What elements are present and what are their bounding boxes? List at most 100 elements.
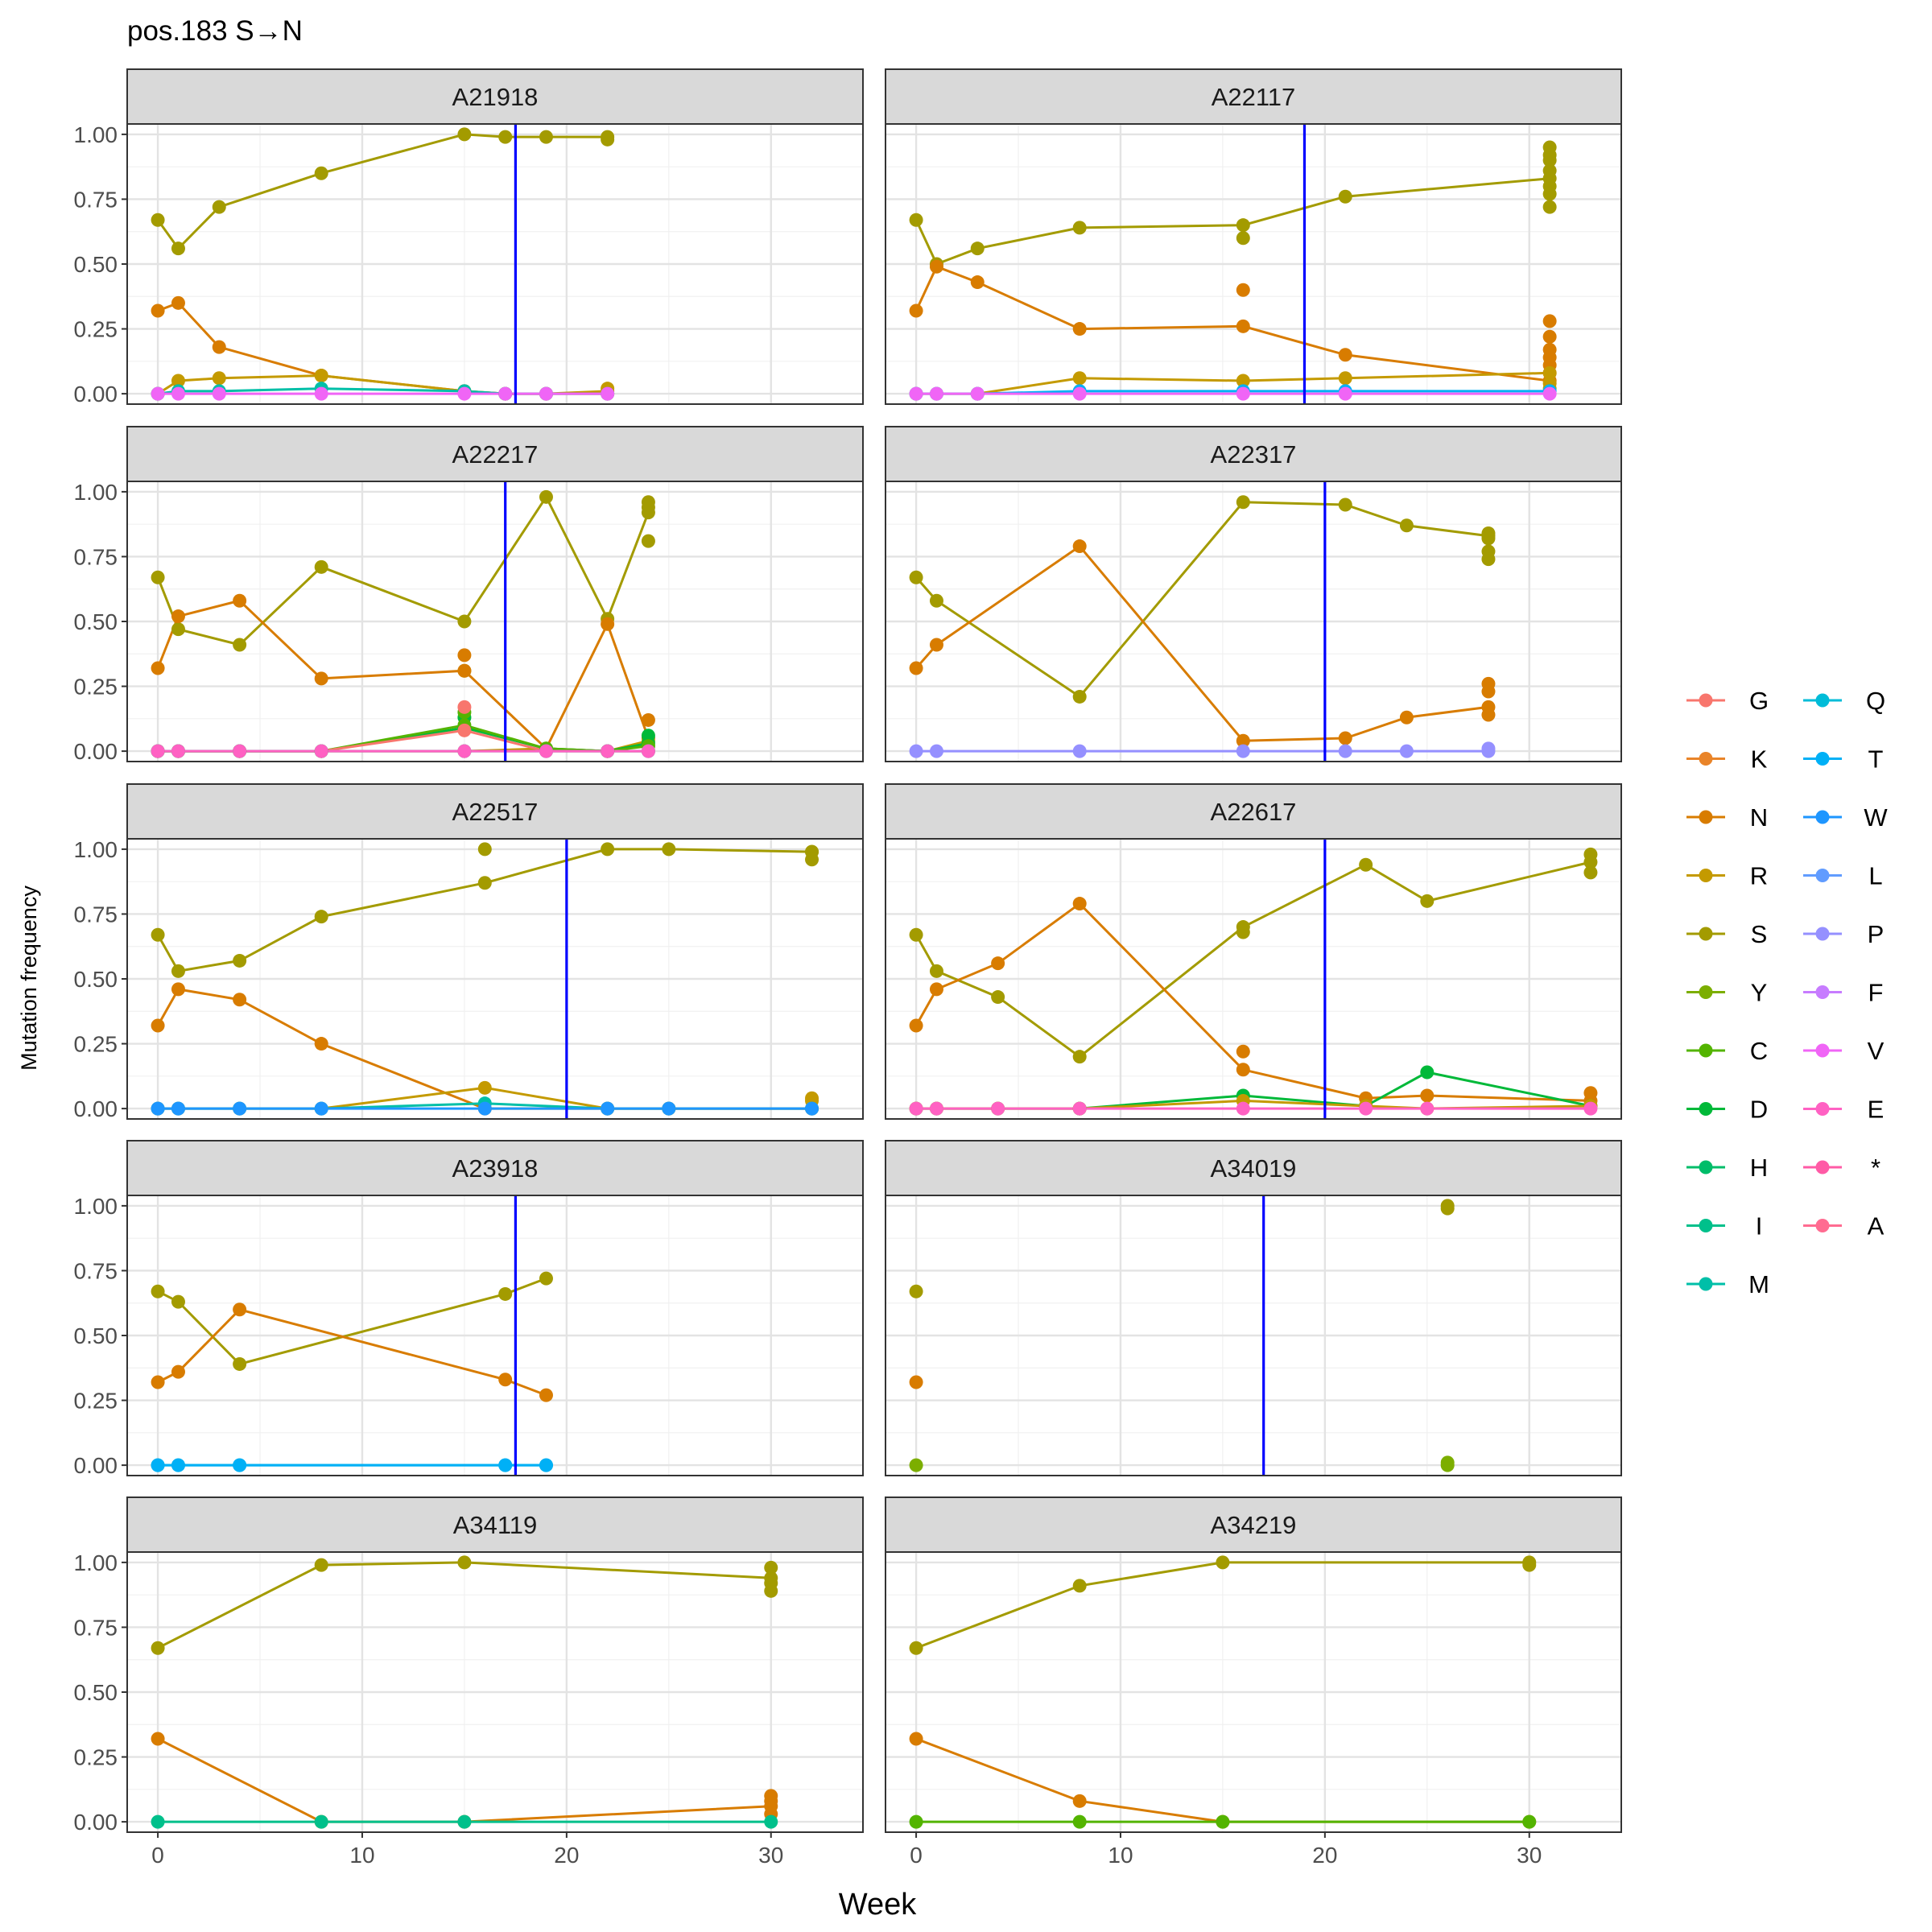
legend-key-point bbox=[1699, 1219, 1713, 1232]
point-S bbox=[1583, 865, 1598, 880]
legend-label: W bbox=[1864, 803, 1888, 832]
panel-border bbox=[885, 1551, 1622, 1833]
point-Y bbox=[1440, 1455, 1455, 1470]
point-C bbox=[1216, 1814, 1230, 1829]
y-tick-label: 1.00 bbox=[74, 1550, 118, 1575]
point-N bbox=[314, 671, 328, 686]
point-S bbox=[641, 534, 655, 548]
legend-label: I bbox=[1756, 1212, 1763, 1241]
panel-A21918: A21918 0.00 0.25 0.50 0.75 1.00 bbox=[74, 68, 864, 407]
point-N bbox=[1481, 684, 1496, 699]
point-N bbox=[909, 1375, 923, 1389]
panel-strip bbox=[126, 1140, 864, 1196]
point-V bbox=[601, 386, 615, 401]
point-W bbox=[151, 1101, 165, 1116]
y-tick-label: 0.25 bbox=[74, 317, 118, 342]
legend-key-point bbox=[1699, 693, 1713, 708]
point-R bbox=[314, 369, 328, 383]
point-I bbox=[764, 1814, 778, 1829]
point-E bbox=[233, 744, 247, 758]
x-tick-label: 0 bbox=[910, 1843, 923, 1868]
panel-strip bbox=[885, 426, 1622, 482]
series-line-S bbox=[156, 848, 812, 972]
legend-item-T: T bbox=[1803, 745, 1884, 774]
point-C bbox=[1072, 1814, 1087, 1829]
legend-key-point bbox=[1699, 985, 1713, 999]
point-E bbox=[457, 744, 472, 758]
point-S bbox=[151, 1284, 165, 1298]
panel-A34019: A34019 bbox=[885, 1140, 1622, 1476]
panel-label: A21918 bbox=[452, 83, 539, 111]
legend-item-M: M bbox=[1686, 1270, 1769, 1298]
point-N bbox=[1481, 708, 1496, 722]
point-S bbox=[1216, 1555, 1230, 1570]
legend-item-G: G bbox=[1686, 687, 1769, 715]
legend-item-I: I bbox=[1686, 1212, 1762, 1241]
point-N bbox=[539, 1388, 553, 1402]
point-S bbox=[457, 127, 472, 142]
x-tick-label: 30 bbox=[1517, 1843, 1542, 1868]
point-S bbox=[970, 242, 985, 256]
point-S bbox=[457, 614, 472, 629]
point-E bbox=[601, 744, 615, 758]
point-I bbox=[314, 1814, 328, 1829]
legend-label: M bbox=[1748, 1270, 1769, 1298]
legend-item-*: * bbox=[1803, 1154, 1880, 1182]
point-T bbox=[233, 1458, 247, 1472]
point-S bbox=[1236, 925, 1250, 939]
legend-label: L bbox=[1868, 862, 1882, 890]
legend-item-P: P bbox=[1803, 920, 1884, 948]
y-tick-label: 0.50 bbox=[74, 967, 118, 992]
point-N bbox=[1072, 1794, 1087, 1808]
point-C bbox=[1522, 1814, 1537, 1829]
legend-key-point bbox=[1815, 1102, 1830, 1116]
panel-A22117: A22117 bbox=[885, 68, 1622, 405]
point-N bbox=[1236, 733, 1250, 748]
point-S bbox=[1542, 153, 1557, 167]
legend-label: V bbox=[1868, 1037, 1885, 1065]
panel-border bbox=[885, 838, 1622, 1120]
point-S bbox=[641, 500, 655, 514]
point-E bbox=[1583, 1101, 1598, 1116]
point-V bbox=[1338, 386, 1352, 401]
point-V bbox=[212, 386, 226, 401]
point-S bbox=[539, 489, 553, 504]
legend-key-point bbox=[1815, 1043, 1830, 1058]
point-S bbox=[1583, 847, 1598, 861]
point-R bbox=[1072, 371, 1087, 386]
point-S bbox=[314, 1558, 328, 1572]
point-V bbox=[1542, 386, 1557, 401]
y-tick-label: 0.00 bbox=[74, 1453, 118, 1478]
panel-strip bbox=[885, 783, 1622, 840]
legend-key-point bbox=[1815, 1219, 1830, 1232]
point-D bbox=[1420, 1065, 1435, 1080]
series-line-S bbox=[915, 1561, 1530, 1649]
point-V bbox=[1072, 386, 1087, 401]
x-tick-label: 10 bbox=[349, 1843, 374, 1868]
point-N bbox=[1072, 322, 1087, 336]
x-tick-label: 20 bbox=[554, 1843, 579, 1868]
point-C bbox=[909, 1814, 923, 1829]
point-S bbox=[477, 842, 492, 857]
y-tick-label: 1.00 bbox=[74, 122, 118, 147]
point-T bbox=[498, 1458, 513, 1472]
point-E bbox=[641, 744, 655, 758]
panel-label: A34219 bbox=[1211, 1511, 1297, 1539]
point-N bbox=[1072, 539, 1087, 554]
point-R bbox=[1236, 374, 1250, 388]
point-N bbox=[1236, 1044, 1250, 1059]
point-N bbox=[909, 1018, 923, 1033]
point-N bbox=[929, 982, 943, 997]
point-N bbox=[1236, 283, 1250, 297]
point-W bbox=[171, 1101, 185, 1116]
y-tick-label: 0.75 bbox=[74, 902, 118, 927]
point-N bbox=[457, 648, 472, 663]
point-I bbox=[457, 1814, 472, 1829]
point-N bbox=[314, 1037, 328, 1051]
legend-item-C: C bbox=[1686, 1037, 1768, 1065]
point-E bbox=[314, 744, 328, 758]
y-tick-label: 1.00 bbox=[74, 480, 118, 505]
point-S bbox=[171, 964, 185, 978]
point-S bbox=[1072, 1050, 1087, 1064]
